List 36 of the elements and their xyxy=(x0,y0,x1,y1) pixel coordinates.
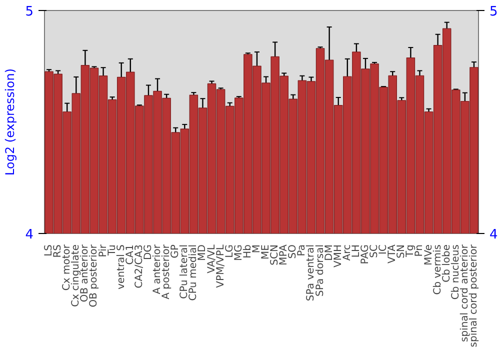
x-tick-label: Hb xyxy=(242,244,254,258)
x-tick-label: Pn xyxy=(414,244,426,257)
x-tick-label: VMH xyxy=(332,244,344,268)
x-tick-label: RS xyxy=(52,244,64,258)
x-tick-label: SPa dorsal xyxy=(314,244,326,296)
x-tick-label: LG xyxy=(224,244,236,258)
x-tick-label: VA/VL xyxy=(206,244,218,274)
x-tick-label: M xyxy=(251,244,262,254)
x-tick-label: SPa ventral xyxy=(306,244,317,302)
x-tick-label: DG xyxy=(142,244,154,260)
x-tick-label: DM xyxy=(324,244,335,261)
x-tick-label: LH xyxy=(350,244,362,258)
x-tick-label: Tg xyxy=(405,244,416,258)
x-tick-label: A posterior xyxy=(161,244,172,300)
x-tick-label: PAG xyxy=(360,244,371,264)
x-tick-label: Pa xyxy=(296,244,308,256)
x-tick-label: ventral S xyxy=(116,244,127,290)
x-tick-label: CA1 xyxy=(124,244,136,265)
x-tick-label: Cb lobe xyxy=(441,244,452,282)
x-tick-label: MG xyxy=(233,244,244,261)
x-tick-label: VPM/VPL xyxy=(215,244,226,288)
x-tick-label: Tu xyxy=(106,244,118,256)
y2-tick-label: 4 xyxy=(490,228,498,242)
x-tick-label: GP xyxy=(170,244,182,258)
x-tick-label: Cb nucleus xyxy=(450,244,462,300)
x-tick-label: Cb vermis xyxy=(432,244,444,295)
x-tick-label: MVe xyxy=(423,244,434,266)
x-tick-label: Arc xyxy=(342,244,353,261)
x-tick-label: spinal cord posterior xyxy=(468,244,480,348)
x-tick-label: Pir xyxy=(98,244,109,258)
y2-tick-label: 5 xyxy=(490,4,498,20)
x-tick-label: OB posterior xyxy=(88,244,100,308)
y-axis-title: Log2 (expression) xyxy=(3,68,18,176)
x-tick-label: CA2/CA3 xyxy=(134,244,145,288)
x-tick-label: spinal cord anterior xyxy=(459,244,470,342)
x-tick-label: MD xyxy=(197,244,208,261)
